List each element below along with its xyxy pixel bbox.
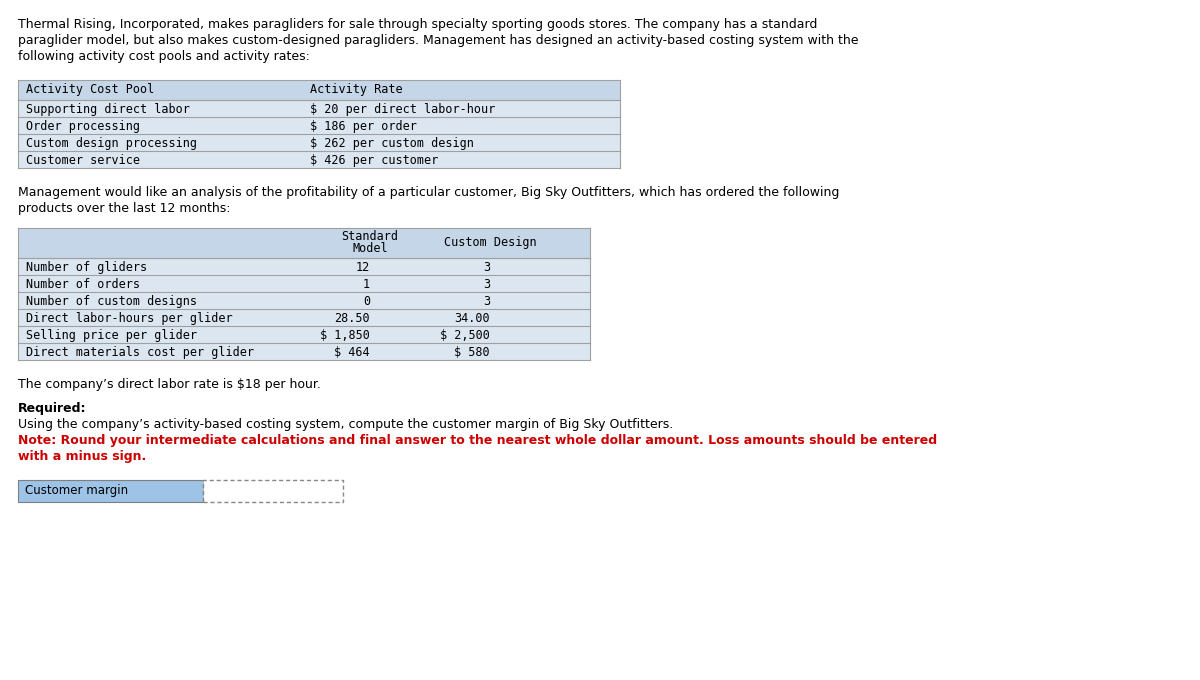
Text: The company’s direct labor rate is $18 per hour.: The company’s direct labor rate is $18 p… <box>18 378 320 391</box>
Text: 3: 3 <box>482 278 490 291</box>
Text: Number of custom designs: Number of custom designs <box>26 295 197 308</box>
Text: $ 580: $ 580 <box>455 346 490 359</box>
Text: Customer service: Customer service <box>26 154 140 167</box>
Text: Thermal Rising, Incorporated, makes paragliders for sale through specialty sport: Thermal Rising, Incorporated, makes para… <box>18 18 817 31</box>
Bar <box>18 309 590 326</box>
Bar <box>18 258 590 275</box>
Text: Direct materials cost per glider: Direct materials cost per glider <box>26 346 254 359</box>
Text: Number of orders: Number of orders <box>26 278 140 291</box>
Bar <box>18 228 590 258</box>
Text: 0: 0 <box>362 295 370 308</box>
Text: Customer margin: Customer margin <box>25 484 128 497</box>
Text: Model: Model <box>352 242 388 255</box>
Text: Standard: Standard <box>342 230 398 243</box>
Text: Activity Rate: Activity Rate <box>310 83 403 96</box>
Text: Custom Design: Custom Design <box>444 236 536 249</box>
Bar <box>18 275 590 292</box>
Text: 28.50: 28.50 <box>335 312 370 325</box>
Text: Using the company’s activity-based costing system, compute the customer margin o: Using the company’s activity-based costi… <box>18 418 673 431</box>
Bar <box>18 292 590 309</box>
Text: products over the last 12 months:: products over the last 12 months: <box>18 202 230 215</box>
Text: Selling price per glider: Selling price per glider <box>26 329 197 342</box>
Text: 1: 1 <box>362 278 370 291</box>
Text: $ 262 per custom design: $ 262 per custom design <box>310 137 474 150</box>
Text: $ 1,850: $ 1,850 <box>320 329 370 342</box>
Text: 34.00: 34.00 <box>455 312 490 325</box>
Text: Direct labor-hours per glider: Direct labor-hours per glider <box>26 312 233 325</box>
Text: Custom design processing: Custom design processing <box>26 137 197 150</box>
Text: Number of gliders: Number of gliders <box>26 261 148 274</box>
Text: Order processing: Order processing <box>26 120 140 133</box>
Text: 3: 3 <box>482 261 490 274</box>
Text: 3: 3 <box>482 295 490 308</box>
Bar <box>18 117 620 134</box>
Bar <box>18 80 620 100</box>
Text: $ 186 per order: $ 186 per order <box>310 120 416 133</box>
Text: Note: Round your intermediate calculations and final answer to the nearest whole: Note: Round your intermediate calculatio… <box>18 434 937 447</box>
Bar <box>18 100 620 117</box>
Text: $ 20 per direct labor-hour: $ 20 per direct labor-hour <box>310 103 496 116</box>
Text: 12: 12 <box>355 261 370 274</box>
Bar <box>203 480 343 502</box>
Text: with a minus sign.: with a minus sign. <box>18 450 146 463</box>
Bar <box>18 343 590 360</box>
Text: Supporting direct labor: Supporting direct labor <box>26 103 190 116</box>
Text: Required:: Required: <box>18 402 86 415</box>
Bar <box>18 480 203 502</box>
Text: Management would like an analysis of the profitability of a particular customer,: Management would like an analysis of the… <box>18 186 839 199</box>
Text: $ 2,500: $ 2,500 <box>440 329 490 342</box>
Bar <box>18 326 590 343</box>
Text: following activity cost pools and activity rates:: following activity cost pools and activi… <box>18 50 310 63</box>
Text: Activity Cost Pool: Activity Cost Pool <box>26 83 155 96</box>
Text: paraglider model, but also makes custom-designed paragliders. Management has des: paraglider model, but also makes custom-… <box>18 34 858 47</box>
Text: $ 464: $ 464 <box>335 346 370 359</box>
Text: $ 426 per customer: $ 426 per customer <box>310 154 438 167</box>
Bar <box>18 151 620 168</box>
Bar <box>18 134 620 151</box>
